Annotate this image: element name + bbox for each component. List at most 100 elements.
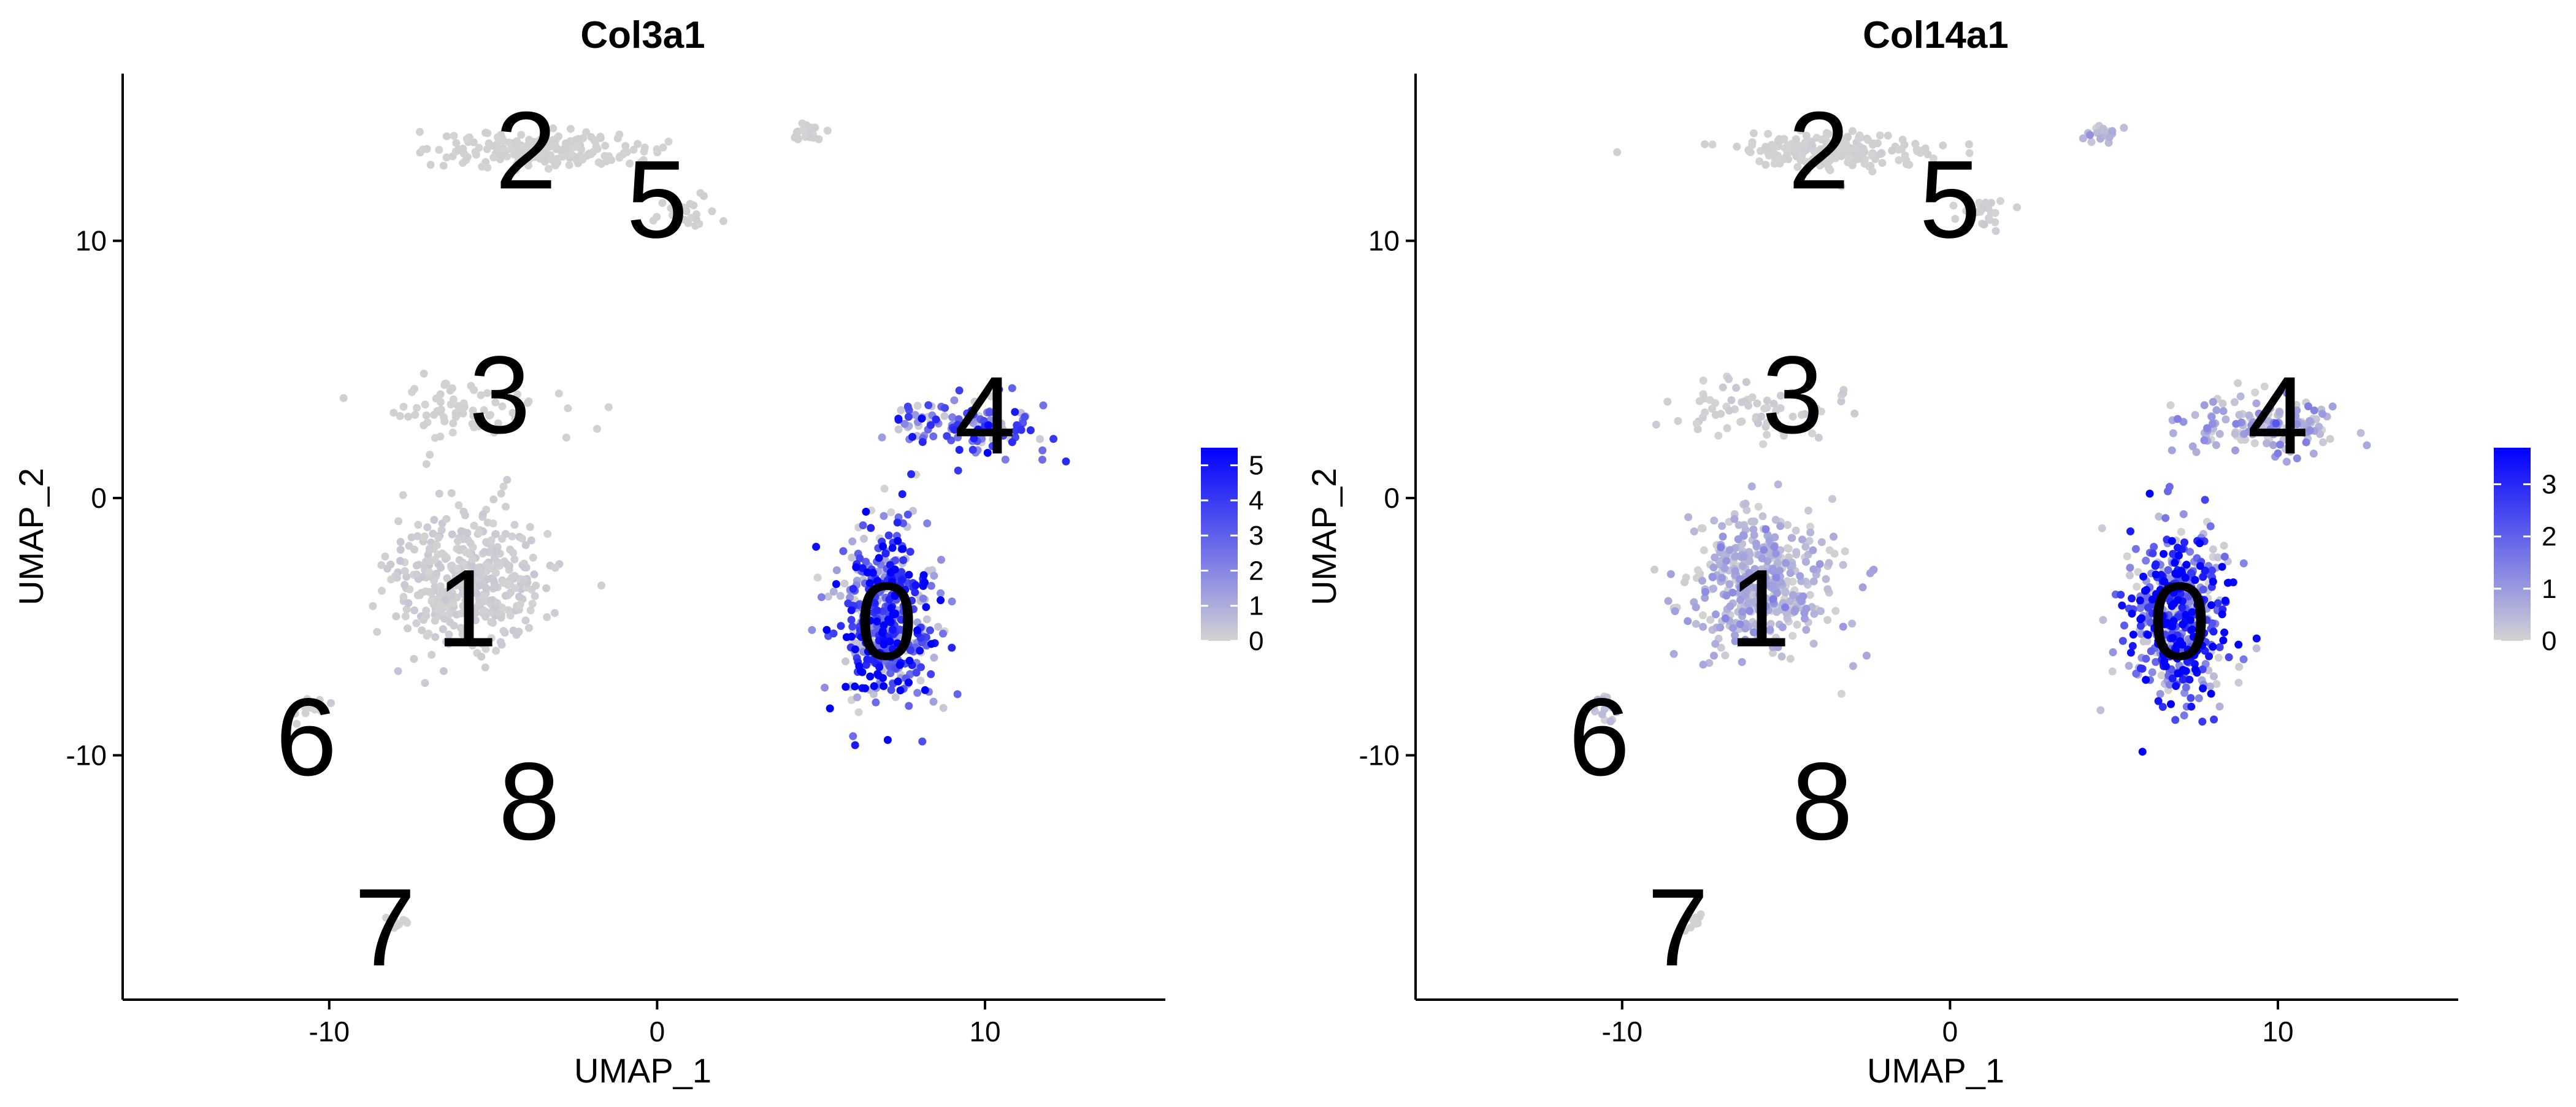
cell-point xyxy=(840,580,849,588)
cell-point xyxy=(310,705,319,714)
cell-point xyxy=(435,145,443,154)
cell-point xyxy=(315,695,324,704)
cell-point xyxy=(1593,695,1602,704)
cell-point xyxy=(2144,630,2152,639)
cell-point xyxy=(1913,147,1922,156)
cell-point xyxy=(2184,592,2193,601)
cell-point xyxy=(2195,694,2203,702)
cell-point xyxy=(483,575,491,584)
cell-point xyxy=(457,527,466,535)
cell-point xyxy=(1796,572,1804,580)
cell-point xyxy=(478,510,487,519)
cell-point xyxy=(948,413,957,421)
cell-point xyxy=(513,390,522,399)
cell-point xyxy=(893,518,902,527)
cell-point xyxy=(440,615,448,623)
cell-point xyxy=(425,545,434,553)
cell-point xyxy=(1951,215,1960,223)
cell-point xyxy=(2204,666,2213,675)
cell-point xyxy=(1791,146,1800,155)
cell-point xyxy=(1802,131,1811,140)
cell-point xyxy=(2212,406,2221,415)
cell-point xyxy=(437,405,445,414)
colorbar: 0 1 2 3 xyxy=(2494,448,2556,656)
cell-point xyxy=(1761,525,1770,534)
cell-point xyxy=(499,579,508,587)
cell-point xyxy=(1987,199,1996,207)
cluster-label: 0 xyxy=(2149,560,2210,683)
cell-point xyxy=(912,668,921,677)
cell-point xyxy=(389,408,398,417)
cell-point xyxy=(2212,680,2221,688)
cell-point xyxy=(1876,131,1884,140)
cell-point xyxy=(2199,573,2207,581)
cell-point xyxy=(499,144,507,153)
cell-point xyxy=(889,626,897,634)
cell-point xyxy=(544,164,553,173)
cell-point xyxy=(1788,534,1796,542)
cell-point xyxy=(1752,621,1760,629)
cell-point xyxy=(875,554,883,562)
cell-point xyxy=(1806,528,1815,537)
cluster-label: 3 xyxy=(1762,334,1823,457)
cell-point xyxy=(2120,123,2128,132)
cell-point xyxy=(430,516,439,524)
cell-point xyxy=(420,421,428,430)
cell-point xyxy=(1736,575,1744,583)
cell-point xyxy=(1902,160,1911,169)
cell-point xyxy=(1810,610,1819,618)
cell-point xyxy=(1746,148,1755,156)
cell-point xyxy=(2306,426,2314,435)
cell-point xyxy=(492,547,500,556)
cell-point xyxy=(401,612,410,621)
cell-point xyxy=(2145,489,2154,498)
cell-point xyxy=(798,119,807,128)
cell-point xyxy=(1708,573,1717,581)
cell-point xyxy=(1746,607,1754,615)
cell-point xyxy=(921,686,929,694)
cell-point xyxy=(2232,419,2241,428)
cell-point xyxy=(1976,207,1985,216)
cell-point xyxy=(937,596,945,605)
cell-point xyxy=(414,521,423,529)
cell-point xyxy=(522,563,531,572)
cell-point xyxy=(1738,658,1746,666)
cell-point xyxy=(1731,637,1739,645)
cell-point xyxy=(1674,417,1682,425)
cell-point xyxy=(1766,626,1774,634)
cell-point xyxy=(449,599,458,608)
cell-point xyxy=(680,203,688,212)
cell-point xyxy=(551,609,559,617)
cell-point xyxy=(899,556,908,564)
cell-point xyxy=(1768,581,1777,590)
cell-point xyxy=(1607,702,1616,710)
x-tick-label: -10 xyxy=(309,1016,350,1048)
cell-point xyxy=(1801,543,1810,551)
cell-point xyxy=(420,533,428,542)
cell-point xyxy=(826,704,834,713)
cell-point xyxy=(2174,543,2182,552)
cell-point xyxy=(905,570,913,579)
cell-point xyxy=(1784,521,1792,529)
cell-point xyxy=(1792,548,1801,556)
cell-point xyxy=(913,689,922,697)
cell-point xyxy=(480,548,489,556)
cell-point xyxy=(2099,616,2107,624)
cell-point xyxy=(999,431,1008,440)
cell-point xyxy=(1771,516,1780,524)
cell-point xyxy=(2144,603,2152,612)
cell-point xyxy=(2168,674,2177,683)
cell-point xyxy=(1884,131,1892,140)
cell-point xyxy=(879,627,887,635)
cell-point xyxy=(2263,439,2271,448)
cell-point xyxy=(1731,552,1739,561)
cell-point xyxy=(908,432,917,441)
cell-point xyxy=(940,412,949,420)
cell-point xyxy=(1692,419,1701,427)
cell-point xyxy=(810,134,818,142)
cell-point xyxy=(2156,586,2164,594)
cell-point xyxy=(1787,388,1796,397)
cell-point xyxy=(475,144,483,152)
panel-title: Col14a1 xyxy=(1863,14,2009,56)
cell-point xyxy=(866,672,875,681)
